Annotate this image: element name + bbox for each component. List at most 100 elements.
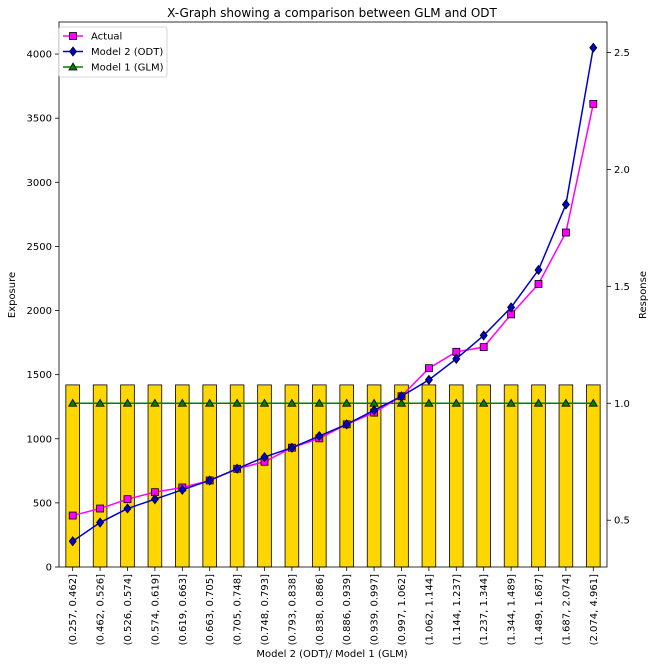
series-point	[561, 398, 571, 407]
y2-tick-label: 1.5	[614, 282, 630, 293]
x-tick-label: (0.793, 0.838]	[287, 574, 298, 646]
x-tick-label: (0.705, 0.748]	[233, 574, 244, 646]
legend-marker	[68, 46, 78, 57]
exposure-bar	[147, 384, 163, 568]
x-tick-label: (1.344, 1.489]	[507, 574, 518, 646]
series-point	[397, 391, 406, 402]
exposure-bar	[229, 384, 245, 568]
series-point	[479, 330, 488, 341]
legend-marker	[69, 32, 77, 40]
x-tick-label: (0.619, 0.663]	[178, 574, 189, 646]
exposure-bar	[92, 384, 108, 568]
series-point	[424, 364, 433, 373]
legend-marker	[68, 62, 78, 71]
x-tick-label: (2.074, 4.961]	[589, 574, 600, 646]
legend: Actual Model 2 (ODT) Model 1 (GLM)	[58, 26, 168, 78]
series-point	[396, 398, 407, 407]
x-axis-title: Model 2 (ODT)/ Model 1 (GLM)	[256, 649, 407, 660]
exposure-bar	[421, 384, 437, 568]
exposure-bar	[175, 384, 190, 568]
exposure-bar	[120, 384, 135, 568]
x-tick-label: (0.663, 0.705]	[205, 574, 216, 646]
x-tick-label: (0.526, 0.574]	[123, 574, 134, 646]
x-axis: (0.257, 0.462] (0.462, 0.526] (0.526, 0.57…	[68, 567, 600, 645]
legend-label: Actual	[91, 32, 122, 43]
exposure-bar	[449, 384, 464, 568]
series-point	[507, 302, 516, 313]
x-tick-label: (1.062, 1.144]	[424, 574, 435, 646]
x-tick-label: (0.257, 0.462]	[68, 574, 79, 646]
y-tick-label: 2000	[27, 306, 52, 317]
y-axis-right: 0.5 1.0 1.5 2.0 2.5	[607, 48, 630, 527]
series-point	[205, 398, 215, 407]
series-point	[232, 398, 242, 407]
series-point	[533, 398, 544, 407]
series-point	[150, 494, 159, 505]
series-point	[68, 536, 77, 547]
series-point	[96, 517, 105, 528]
series-point	[123, 495, 132, 504]
y2-axis-title: Response	[638, 271, 649, 319]
lines-layer	[68, 42, 598, 547]
series-point	[370, 405, 379, 416]
x-tick-label: (1.144, 1.237]	[452, 574, 463, 646]
series-point	[205, 475, 214, 486]
series-point	[178, 484, 187, 495]
series-point	[451, 398, 461, 407]
series-point	[287, 398, 297, 407]
x-tick-label: (1.687, 2.074]	[561, 574, 572, 646]
exposure-bar	[257, 384, 272, 568]
x-tick-label: (1.237, 1.344]	[479, 574, 490, 646]
chart-title: X-Graph showing a comparison between GLM…	[167, 6, 497, 20]
series-point	[233, 463, 242, 474]
series-point	[561, 199, 570, 210]
bars-layer	[65, 384, 601, 568]
x-tick-label: (1.489, 1.687]	[534, 574, 545, 646]
series-point	[588, 398, 598, 407]
exposure-bar	[586, 384, 601, 568]
y-tick-label: 0	[46, 563, 52, 574]
y-tick-label: 3500	[27, 114, 52, 125]
series-point	[534, 280, 543, 288]
y-tick-label: 500	[33, 498, 52, 509]
x-tick-label: (0.886, 0.939]	[342, 574, 353, 646]
legend-label: Model 2 (ODT)	[91, 47, 163, 58]
series-point	[562, 228, 570, 237]
y-tick-label: 1500	[27, 370, 52, 381]
x-tick-label: (0.574, 0.619]	[150, 574, 161, 646]
series-point	[589, 99, 598, 108]
y2-tick-label: 1.0	[614, 399, 630, 410]
x-tick-label: (0.838, 0.886]	[315, 574, 326, 646]
series-point	[342, 398, 352, 407]
y2-tick-label: 2.0	[614, 165, 630, 176]
y-tick-label: 4000	[27, 50, 52, 61]
series-point	[260, 451, 269, 463]
legend-label: Model 1 (GLM)	[91, 63, 164, 74]
x-tick-label: (0.997, 1.062]	[397, 574, 408, 646]
exposure-bar	[312, 384, 327, 568]
x-tick-label: (0.748, 0.793]	[260, 574, 271, 646]
series-point	[68, 398, 78, 407]
series-point	[342, 419, 351, 430]
exposure-bar	[503, 384, 519, 568]
plot-frame	[58, 21, 608, 568]
series-point	[424, 398, 434, 407]
exposure-bar	[394, 384, 409, 568]
series-point	[314, 398, 324, 407]
series-line	[72, 47, 595, 542]
exposure-bar	[476, 384, 491, 568]
series-point	[315, 430, 324, 442]
x-tick-label: (0.462, 0.526]	[96, 574, 107, 646]
x-tick-label: (0.939, 0.997]	[370, 574, 381, 646]
exposure-bar	[284, 384, 300, 568]
series-point	[122, 398, 133, 407]
series-point	[287, 442, 296, 453]
series-point	[424, 374, 433, 386]
series-point	[479, 343, 488, 352]
y-axis-left: 0 500 1000 1500 2000 2500 3000 3500 4000	[27, 50, 59, 574]
series-point	[259, 398, 270, 407]
series-point	[95, 398, 105, 407]
series-point	[123, 503, 132, 514]
exposure-bar	[558, 384, 574, 568]
series-point	[452, 353, 461, 364]
